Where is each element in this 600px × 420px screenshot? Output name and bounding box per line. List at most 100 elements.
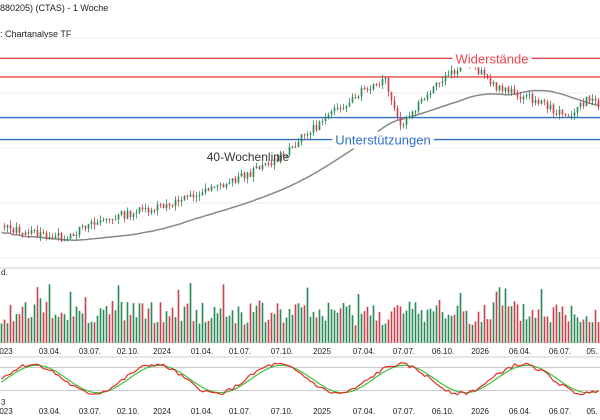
candle-body xyxy=(237,176,240,183)
candle-body xyxy=(582,102,585,107)
x-tick-label: 06.10. xyxy=(432,407,454,416)
candles xyxy=(3,55,600,243)
candle-body xyxy=(459,64,462,72)
candle-body xyxy=(120,211,123,215)
volume-bar xyxy=(222,284,225,343)
candle-body xyxy=(24,232,27,235)
volume-bar xyxy=(108,314,111,343)
candle-body xyxy=(324,116,327,121)
candle-body xyxy=(21,232,24,235)
volume-bar xyxy=(51,317,54,343)
volume-bar xyxy=(270,312,273,343)
x-tick-label: 05. xyxy=(586,407,597,416)
x-tick-label: 2024 xyxy=(153,407,171,416)
candle-body xyxy=(48,237,51,239)
volume-bar xyxy=(564,314,567,343)
candle-body xyxy=(555,113,558,115)
volume-bar xyxy=(186,303,189,343)
volume-bar xyxy=(585,316,588,343)
candle-body xyxy=(216,184,219,187)
volume-bar xyxy=(441,312,444,343)
candle-body xyxy=(561,109,564,115)
volume-bar xyxy=(534,317,537,343)
candle-body xyxy=(429,93,432,95)
candle-body xyxy=(501,85,504,92)
volume-bar xyxy=(561,306,564,343)
candle-body xyxy=(9,225,12,229)
volume-bar xyxy=(291,314,294,343)
candle-body xyxy=(483,70,486,76)
candle-body xyxy=(159,204,162,206)
candle-body xyxy=(495,82,498,91)
x-tick-label: 03.04. xyxy=(39,407,61,416)
volume-bar xyxy=(123,320,126,343)
candle-body xyxy=(399,117,402,126)
candle-body xyxy=(354,97,357,99)
candle-body xyxy=(393,100,396,109)
volume-bar xyxy=(462,311,465,343)
volume-bar xyxy=(336,312,339,343)
volume-bar xyxy=(276,303,279,343)
x-tick-label: 023 xyxy=(0,407,13,416)
candle-body xyxy=(441,81,444,83)
volume-bar xyxy=(159,302,162,343)
volume-bar xyxy=(309,316,312,343)
volume-bar xyxy=(180,320,183,343)
volume-bar xyxy=(246,322,249,343)
x-tick-label: 06.04. xyxy=(509,407,531,416)
resistance-label-bg xyxy=(452,50,532,68)
x-tick-label: 2024 xyxy=(153,347,171,356)
volume-bar xyxy=(114,310,117,343)
candle-body xyxy=(135,212,138,214)
volume-bar xyxy=(486,319,489,343)
volume-bar xyxy=(318,309,321,343)
volume-bar xyxy=(279,309,282,343)
volume-bar xyxy=(294,304,297,343)
candle-body xyxy=(594,98,597,101)
candle-body xyxy=(411,111,414,117)
volume-bar xyxy=(144,318,147,343)
candle-body xyxy=(3,225,6,228)
volume-bar xyxy=(102,309,105,343)
volume-bar xyxy=(12,321,15,343)
resistance-label: Widerstände xyxy=(456,51,529,66)
candle-body xyxy=(144,208,147,210)
volume-bar xyxy=(15,314,18,343)
volume-bar xyxy=(330,309,333,343)
candle-body xyxy=(51,237,54,239)
volume-bar xyxy=(93,322,96,343)
x-tick-label: 07.10. xyxy=(271,347,293,356)
volume-bar xyxy=(372,305,375,343)
volume-bar xyxy=(573,314,576,343)
volume-bar xyxy=(252,312,255,343)
volume-bar xyxy=(516,304,519,343)
volume-bar xyxy=(195,309,198,343)
volume-bar xyxy=(177,289,180,343)
candle-body xyxy=(57,233,60,236)
candle-body xyxy=(291,146,294,148)
volume-bar xyxy=(189,282,192,343)
candle-body xyxy=(78,226,81,235)
candle-body xyxy=(405,117,408,125)
volume-bar xyxy=(240,312,243,343)
candle-body xyxy=(168,203,171,206)
volume-bar xyxy=(393,307,396,343)
volume-bar xyxy=(324,320,327,343)
volume-bar xyxy=(396,305,399,343)
volume-bar xyxy=(162,322,165,343)
candle-body xyxy=(63,239,66,242)
volume-bar xyxy=(234,323,237,343)
volume-bar xyxy=(549,322,552,343)
volume-bar xyxy=(471,324,474,343)
volume-bar xyxy=(522,304,525,343)
volume-bar xyxy=(171,307,174,343)
candle-body xyxy=(396,108,399,118)
candle-body xyxy=(375,84,378,86)
candle-body xyxy=(378,84,381,86)
volume-bar xyxy=(357,294,360,343)
support-label-bg xyxy=(332,131,434,149)
candle-body xyxy=(417,102,420,112)
volume-bar xyxy=(147,308,150,343)
x-tick-label: 2026 xyxy=(471,407,489,416)
x-tick-label: 02.10. xyxy=(117,347,139,356)
